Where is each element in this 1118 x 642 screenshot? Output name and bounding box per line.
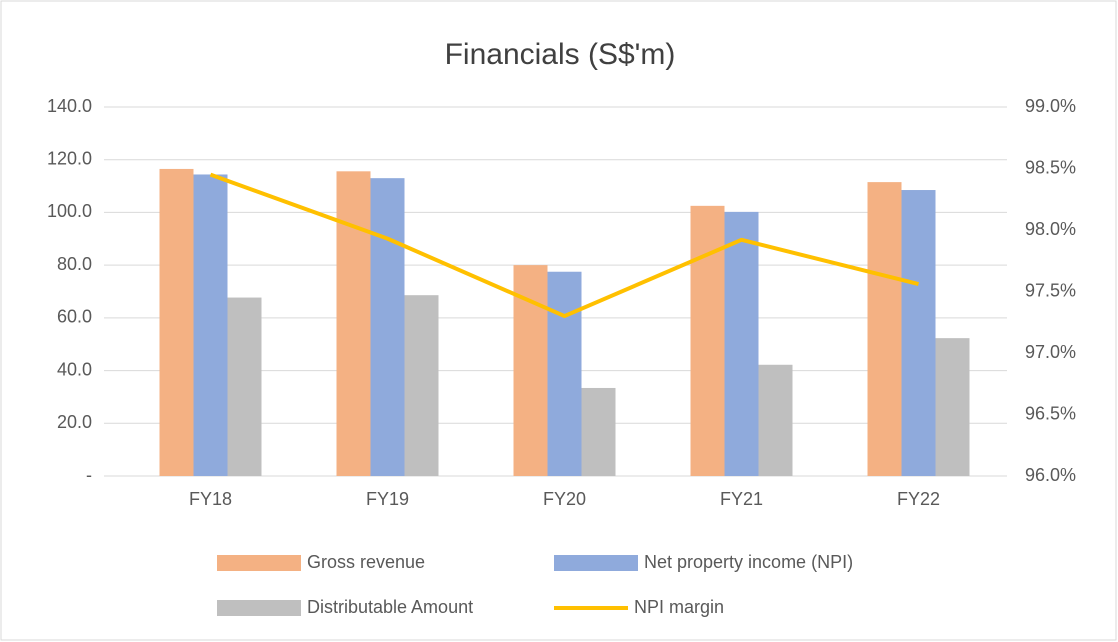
x-tick-label: FY21 [720,489,763,509]
y-tick-label: - [86,465,92,485]
bar [581,387,616,476]
legend-swatch [217,555,301,571]
bar [227,297,262,476]
legend-label: Net property income (NPI) [644,552,853,572]
bar [935,338,970,476]
bar [370,178,405,476]
y2-tick-label: 98.5% [1025,157,1076,177]
legend-label: NPI margin [634,597,724,617]
legend-swatch [554,555,638,571]
legend-label: Gross revenue [307,552,425,572]
x-tick-label: FY18 [189,489,232,509]
legend-swatch [217,600,301,616]
line [209,172,919,319]
y2-tick-label: 97.5% [1025,280,1076,300]
bar [193,174,228,476]
x-tick-label: FY20 [543,489,586,509]
bar [758,364,793,476]
x-tick-label: FY22 [897,489,940,509]
y2-tick-label: 97.0% [1025,342,1076,362]
y-tick-label: 60.0 [57,307,92,327]
legend-label: Distributable Amount [307,597,473,617]
y-tick-label: 120.0 [47,148,92,168]
y-tick-label: 100.0 [47,201,92,221]
x-tick-label: FY19 [366,489,409,509]
bar [901,190,936,476]
y-tick-label: 80.0 [57,254,92,274]
y2-tick-label: 99.0% [1025,96,1076,116]
bar [724,211,759,476]
bar [547,271,582,476]
bar [867,182,902,476]
bar [404,295,439,476]
y2-tick-label: 98.0% [1025,219,1076,239]
y-tick-label: 20.0 [57,412,92,432]
y2-tick-label: 96.0% [1025,465,1076,485]
chart-title: Financials (S$'m) [445,38,676,71]
bar [690,205,725,476]
bar [159,168,194,477]
y2-tick-label: 96.5% [1025,403,1076,423]
y-tick-label: 40.0 [57,359,92,379]
y-tick-label: 140.0 [47,96,92,116]
bar [336,171,371,476]
